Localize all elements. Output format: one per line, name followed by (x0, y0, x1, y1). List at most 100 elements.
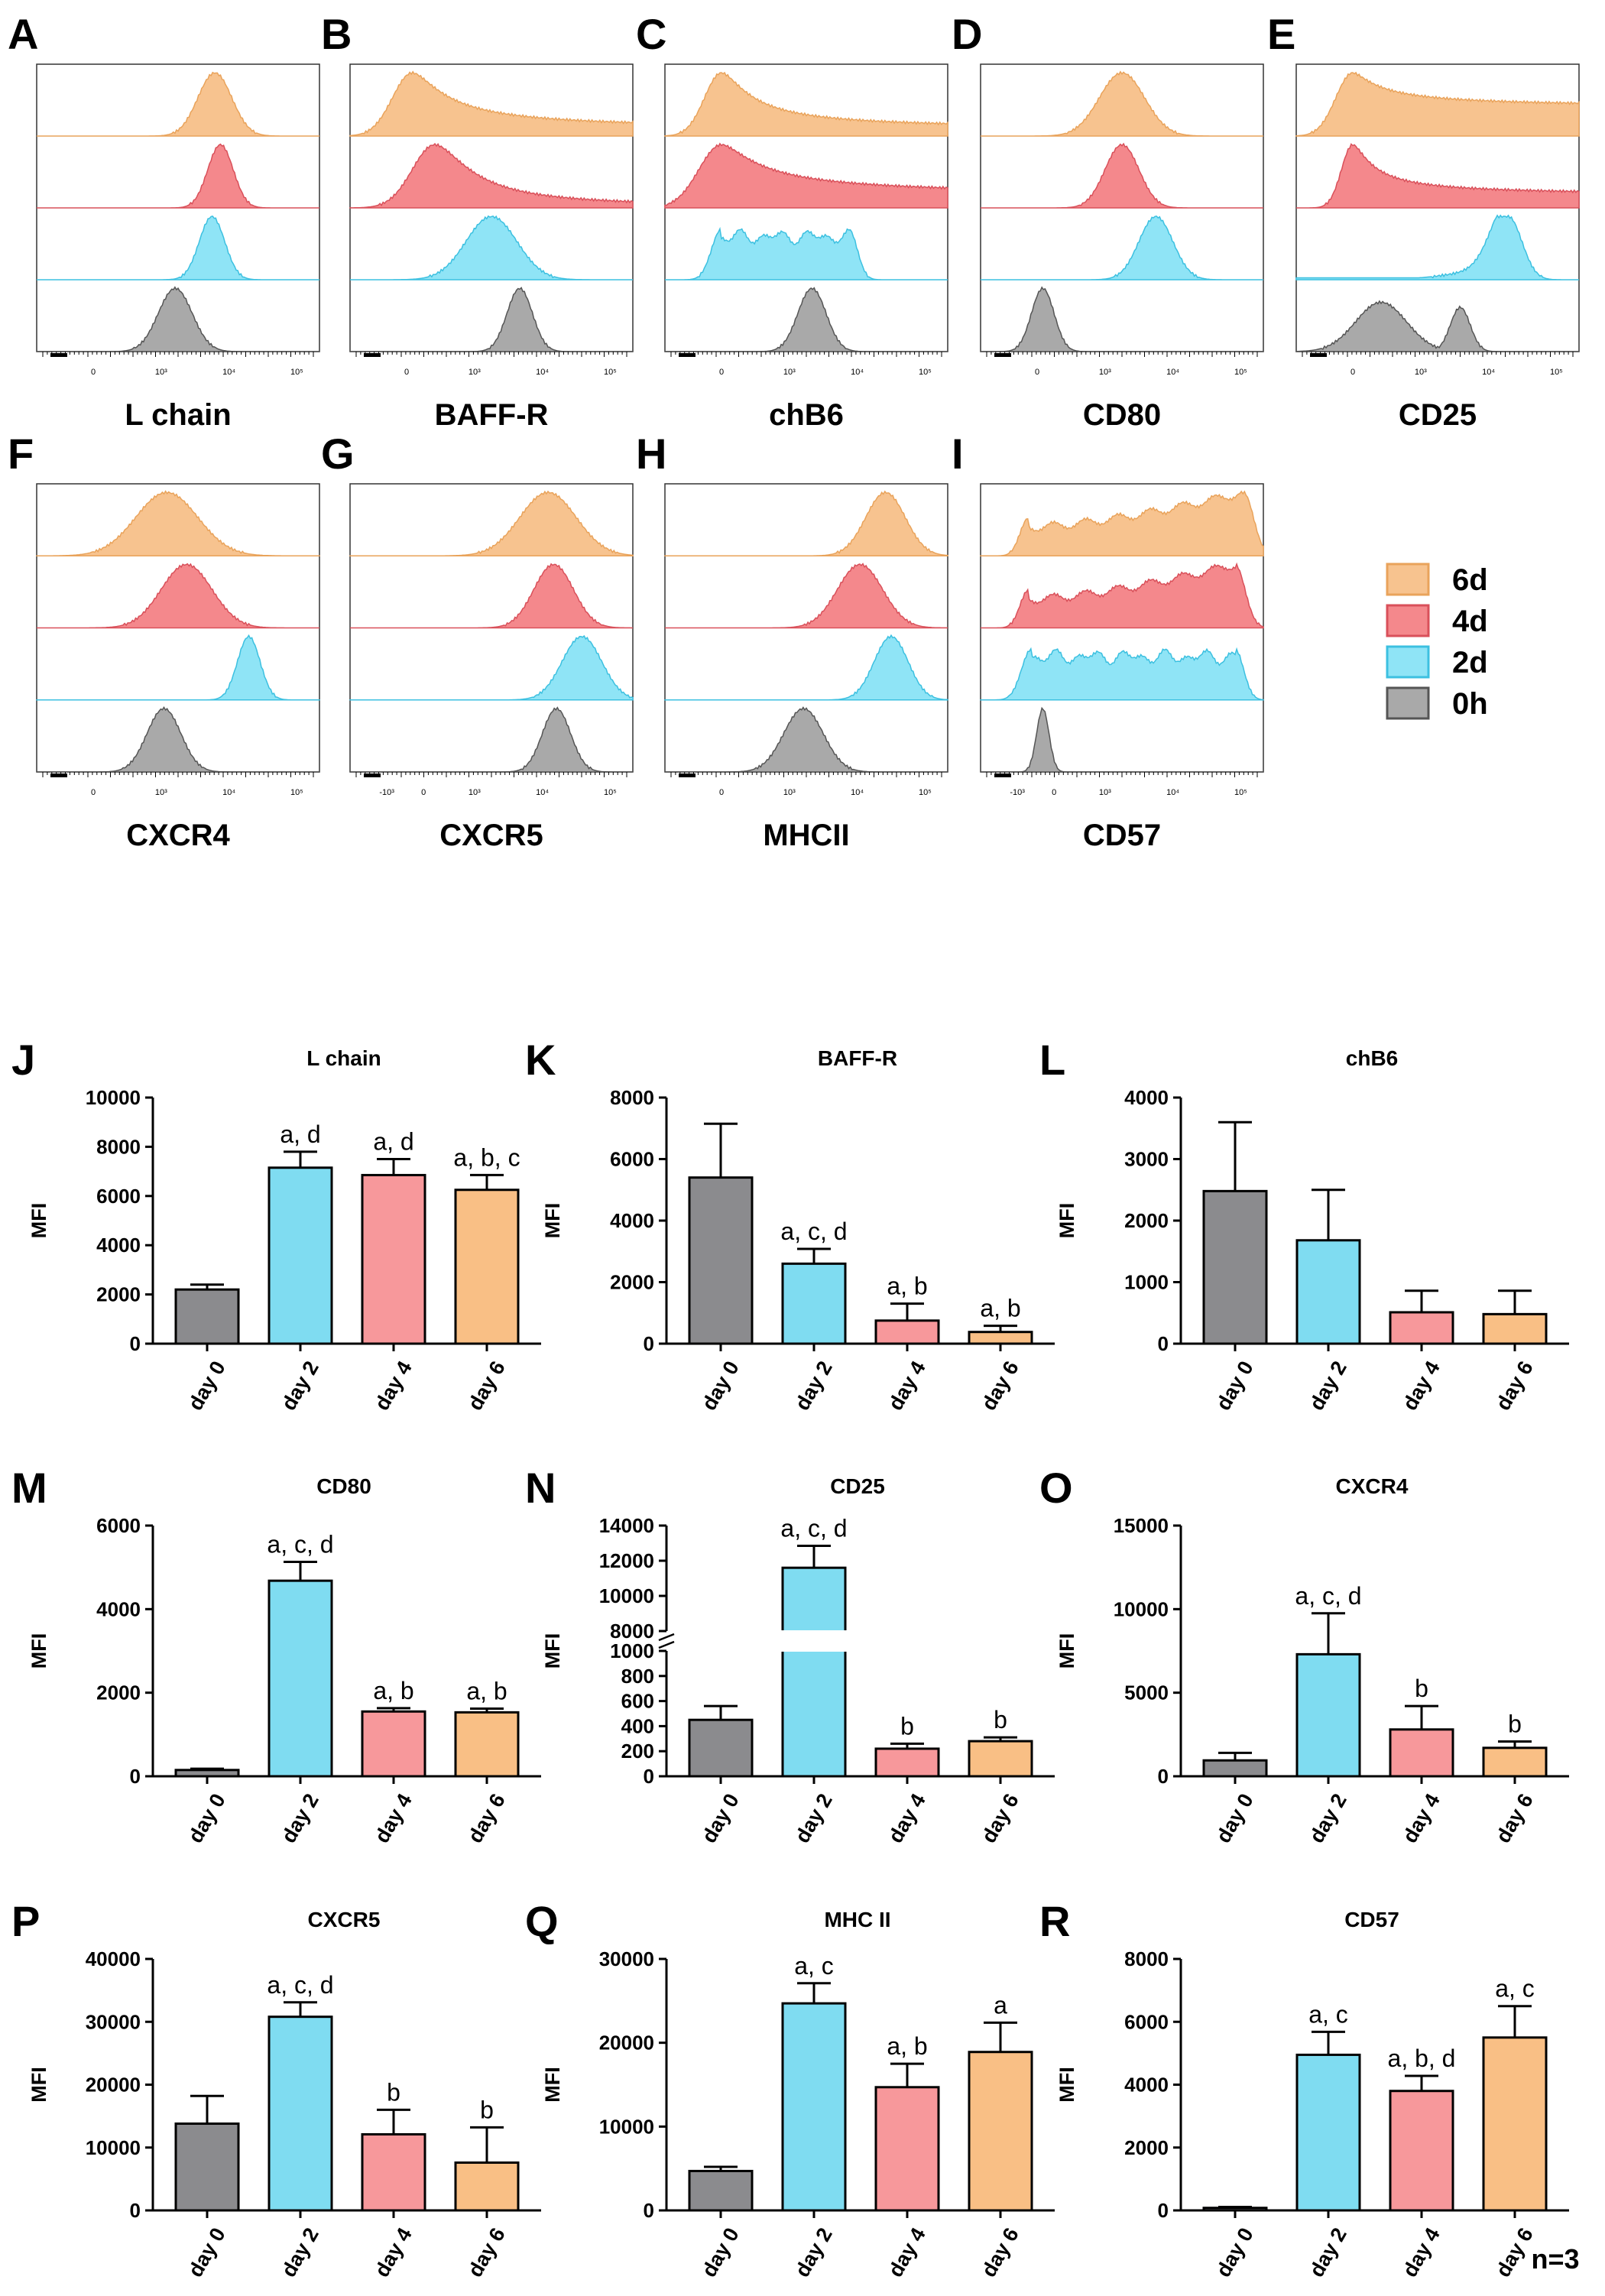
x-tick-label: day 6 (977, 2224, 1023, 2281)
histogram-x-axis: 0 10³ 10⁴ 10⁵ (42, 772, 314, 797)
significance-label: a, c (794, 1952, 834, 1980)
histogram-tick-label: 10⁴ (851, 788, 864, 797)
histogram-tick-label: 10³ (1415, 368, 1427, 377)
y-tick-label: 1000 (610, 1639, 654, 1662)
legend-swatch (1386, 604, 1430, 637)
histogram-panels: A 0 10³ 10⁴ 10⁵ L chain B 0 10³ 10⁴ 10⁵ BAFF-R C 0 10³… (8, 10, 1580, 852)
histogram-tick-label: -10³ (379, 788, 394, 797)
bar-day-0 (174, 1288, 240, 1345)
axis-marker (1310, 353, 1327, 357)
y-tick-label: 4000 (1124, 2074, 1169, 2097)
y-tick-label: 20000 (86, 2074, 141, 2097)
y-tick-label: 14000 (599, 1514, 654, 1537)
histogram-0h (665, 706, 948, 773)
histogram-4d (37, 143, 319, 209)
histogram-tick-label: 10⁴ (536, 368, 549, 377)
marker-label: L chain (125, 398, 231, 432)
y-axis: 0 10000 20000 30000 40000 (86, 1947, 154, 2222)
histogram-0h (981, 286, 1263, 352)
bar-chart-p: P CXCR5 MFI 0 10000 20000 30000 40000 day 0 a, c,… (11, 1897, 541, 2281)
histogram-2d (36, 634, 320, 701)
panel-letter: F (8, 430, 34, 478)
bar-day-4 (874, 1319, 940, 1345)
significance-label: a, b (373, 1677, 413, 1704)
axis-marker (364, 773, 381, 777)
bar-day-6 (1482, 2036, 1548, 2212)
bar-day-0 (688, 2169, 754, 2212)
sample-size-note: n=3 (1531, 2243, 1579, 2275)
y-tick-label: 6000 (96, 1185, 141, 1208)
x-tick-label: day 2 (277, 1790, 323, 1847)
axis-marker (50, 773, 67, 777)
panel-letter: G (321, 430, 355, 478)
bar-day-4 (874, 2086, 940, 2212)
x-tick-label: day 0 (697, 2224, 744, 2281)
histogram-tick-label: 10⁵ (290, 788, 303, 797)
y-tick-label: 8000 (96, 1135, 141, 1158)
y-tick-label: 5000 (1124, 1681, 1169, 1704)
histogram-4d (349, 142, 634, 209)
y-tick-label: 10000 (1114, 1597, 1169, 1620)
x-tick-label: day 6 (1491, 1790, 1538, 1847)
significance-label: a, c (1308, 2000, 1348, 2028)
x-tick-label: day 0 (183, 1790, 230, 1847)
histogram-tick-label: -10³ (1010, 788, 1025, 797)
histogram-6d (349, 490, 634, 556)
y-tick-label: 0 (644, 1765, 654, 1788)
histogram-0h (37, 286, 319, 352)
y-tick-label: 800 (621, 1665, 654, 1688)
panel-letter: Q (525, 1897, 559, 1945)
histogram-tick-label: 10³ (1099, 788, 1111, 797)
y-axis-label: MFI (1055, 1633, 1078, 1669)
histogram-4d (37, 563, 319, 629)
y-tick-label: 10000 (599, 2115, 654, 2138)
panel-letter: C (636, 10, 666, 58)
histogram-tick-label: 10⁴ (1166, 368, 1179, 377)
histogram-tick-label: 10⁴ (222, 368, 235, 377)
histogram-x-axis: 0 10³ 10⁴ 10⁵ (42, 352, 314, 377)
bar-day-4 (1389, 2090, 1454, 2212)
histogram-tick-label: 10⁴ (851, 368, 864, 377)
significance-label: a, b (887, 1273, 927, 1300)
histogram-2d (1295, 214, 1579, 281)
bar-day-0 (688, 1718, 754, 1778)
bar-day-6 (1482, 1312, 1548, 1345)
y-tick-label: 30000 (599, 1947, 654, 1970)
y-tick-label: 0 (1158, 1765, 1169, 1788)
y-tick-label: 0 (130, 2199, 141, 2222)
significance-label: b (1508, 1711, 1522, 1738)
y-tick-label: 6000 (610, 1148, 654, 1171)
axis-marker (679, 353, 696, 357)
bar-day-4 (361, 1710, 426, 1778)
x-tick-label: day 6 (977, 1790, 1023, 1847)
y-tick-label: 0 (644, 1332, 654, 1355)
significance-label: a, c, d (1295, 1582, 1361, 1610)
histogram-tick-label: 0 (1052, 788, 1056, 797)
y-tick-label: 0 (1158, 1332, 1169, 1355)
bar-break-gap (780, 1630, 848, 1652)
bar-day-0 (174, 1769, 240, 1778)
panel-letter: H (636, 430, 666, 478)
bar-day-6 (454, 1711, 520, 1778)
histogram-6d (349, 70, 634, 137)
bar-day-2 (781, 1566, 847, 1778)
y-tick-label: 10000 (86, 2136, 141, 2159)
histogram-tick-label: 10⁴ (1166, 788, 1179, 797)
x-tick-label: day 2 (790, 2224, 837, 2281)
significance-label: a (994, 1991, 1007, 2019)
y-axis: 0 1000 2000 3000 4000 (1124, 1086, 1182, 1355)
legend-label: 2d (1452, 646, 1488, 679)
marker-label: MHCII (763, 819, 849, 852)
legend-swatch (1386, 563, 1430, 596)
x-tick-label: day 2 (1305, 1357, 1351, 1415)
x-tick-label: day 2 (790, 1357, 837, 1415)
legend-entry-6d: 6d (1386, 563, 1488, 597)
significance-label: a, c (1495, 1975, 1535, 2003)
bar-chart-r: R CD57 MFI 0 2000 4000 6000 8000 day 0 a, c day 2 a… (1039, 1897, 1569, 2281)
x-tick-label: day 4 (1398, 1790, 1444, 1847)
y-tick-label: 4000 (96, 1234, 141, 1257)
bar-chart-k: K BAFF-R MFI 0 2000 4000 6000 8000 day 0 a, c, d d… (525, 1036, 1055, 1414)
histogram-2d (350, 215, 633, 281)
